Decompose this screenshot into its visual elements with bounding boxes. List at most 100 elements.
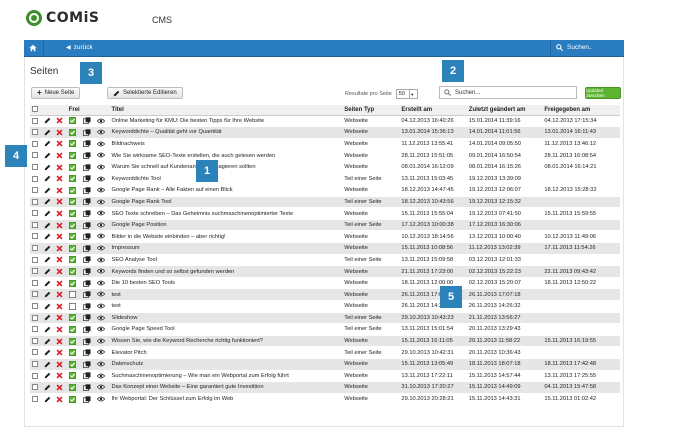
table-row[interactable]: test Webseite 26.11.2013 14:26:32 26.11.201… [30,300,620,313]
row-checkbox[interactable] [32,221,38,228]
page-title-cell[interactable]: Ihr Webportal: Der Schlüssel zum Erfolg … [109,393,343,406]
delete-button[interactable] [54,138,67,151]
copy-button[interactable] [80,172,96,186]
published-toggle[interactable] [66,335,81,348]
edit-button[interactable] [42,381,55,394]
delete-button[interactable] [54,184,67,197]
column-header-title[interactable]: Titel [109,105,343,116]
published-toggle[interactable] [66,346,81,359]
copy-button[interactable] [80,393,96,406]
edit-button[interactable] [42,230,55,244]
table-row[interactable]: Ihr Webportal: Der Schlüssel zum Erfolg … [30,393,620,406]
published-toggle[interactable] [66,149,81,162]
delete-button[interactable] [54,254,67,267]
row-select-cell[interactable] [30,265,43,278]
copy-button[interactable] [80,288,96,301]
published-toggle[interactable] [66,242,81,255]
copy-button[interactable] [80,115,96,128]
page-title-cell[interactable]: SEO Texte schreiben – Das Geheimnis such… [109,207,343,220]
published-toggle[interactable] [66,288,81,301]
row-checkbox[interactable] [32,198,38,205]
edit-button[interactable] [42,323,55,336]
copy-button[interactable] [80,323,96,336]
page-title-cell[interactable]: Bildnachweis [109,138,343,151]
page-title-cell[interactable]: Online Marketing für KMU: Die besten Tip… [109,115,343,128]
row-checkbox[interactable] [32,291,38,298]
row-checkbox[interactable] [32,117,38,124]
page-title-cell[interactable]: Bilder in die Website einbinden – aber r… [109,230,343,244]
preview-button[interactable] [95,196,110,209]
page-title-cell[interactable]: Suchmaschinenoptimierung – Wie man ein W… [109,370,343,383]
delete-button[interactable] [54,300,67,313]
edit-button[interactable] [42,207,55,220]
row-checkbox[interactable] [32,175,38,182]
copy-button[interactable] [80,219,96,232]
delete-button[interactable] [54,370,67,383]
delete-button[interactable] [54,312,67,325]
table-row[interactable]: Elevator Pitch Teil einer Seite 29.10.2013… [30,346,620,359]
published-toggle[interactable] [66,381,81,394]
copy-button[interactable] [80,265,96,278]
page-title-cell[interactable]: Die 10 besten SEO Tools [109,277,343,290]
copy-button[interactable] [80,277,96,290]
page-title-cell[interactable]: Keyworddichte – Qualität geht vor Quanti… [109,126,343,139]
copy-button[interactable] [80,138,96,151]
row-checkbox[interactable] [32,210,38,217]
preview-button[interactable] [95,149,110,162]
row-select-cell[interactable] [30,335,43,348]
delete-button[interactable] [54,207,67,220]
preview-button[interactable] [95,184,110,197]
edit-button[interactable] [42,265,55,278]
row-select-cell[interactable] [30,161,43,174]
updated-between-button[interactable]: Updated zwischen [585,87,621,99]
edit-button[interactable] [42,346,55,359]
preview-button[interactable] [95,219,110,232]
table-row[interactable]: Google Page Speed Tool Teil einer Seite 13… [30,323,620,336]
delete-button[interactable] [54,393,67,406]
edit-button[interactable] [42,161,55,174]
preview-button[interactable] [95,265,110,278]
row-select-cell[interactable] [30,370,43,383]
row-select-cell[interactable] [30,196,43,209]
row-checkbox[interactable] [32,279,38,286]
row-select-cell[interactable] [30,126,43,139]
delete-button[interactable] [54,288,67,301]
preview-button[interactable] [95,346,110,359]
edit-selected-button[interactable]: Selektierte Editieren [107,87,183,99]
row-select-cell[interactable] [30,312,43,325]
delete-button[interactable] [54,265,67,278]
preview-button[interactable] [95,172,110,186]
row-checkbox[interactable] [32,163,38,170]
table-row[interactable]: SEO Texte schreiben – Das Geheimnis such… [30,207,620,220]
published-toggle[interactable] [66,172,81,186]
table-row[interactable]: Wie Sie wirksame SEO-Texte erstellen, di… [30,149,620,162]
table-row[interactable]: Bilder in die Website einbinden – aber r… [30,230,620,244]
delete-button[interactable] [54,196,67,209]
row-select-cell[interactable] [30,242,43,255]
home-icon[interactable] [29,44,37,52]
copy-button[interactable] [80,254,96,267]
row-checkbox[interactable] [32,129,38,136]
row-select-cell[interactable] [30,115,43,128]
new-page-button[interactable]: + Neue Seite [31,87,81,99]
row-checkbox[interactable] [32,326,38,333]
back-link[interactable]: ◀ zurück [66,44,93,51]
page-title-cell[interactable]: Impressum [109,242,343,255]
edit-button[interactable] [42,242,55,255]
table-row[interactable]: Online Marketing für KMU: Die besten Tip… [30,115,620,128]
copy-button[interactable] [80,230,96,244]
delete-button[interactable] [54,126,67,139]
copy-button[interactable] [80,335,96,348]
row-checkbox[interactable] [32,372,38,379]
row-select-cell[interactable] [30,149,43,162]
edit-button[interactable] [42,312,55,325]
copy-button[interactable] [80,184,96,197]
delete-button[interactable] [54,219,67,232]
page-title-cell[interactable]: Wie Sie wirksame SEO-Texte erstellen, di… [109,149,343,162]
preview-button[interactable] [95,254,110,267]
column-header-modified[interactable]: Zuletzt geändert am [466,105,543,116]
page-title-cell[interactable]: Warum Sie schnell auf Kundenanfragen rea… [109,161,343,174]
delete-button[interactable] [54,277,67,290]
edit-button[interactable] [42,115,55,128]
table-search-input[interactable]: Suchen... [439,86,577,99]
